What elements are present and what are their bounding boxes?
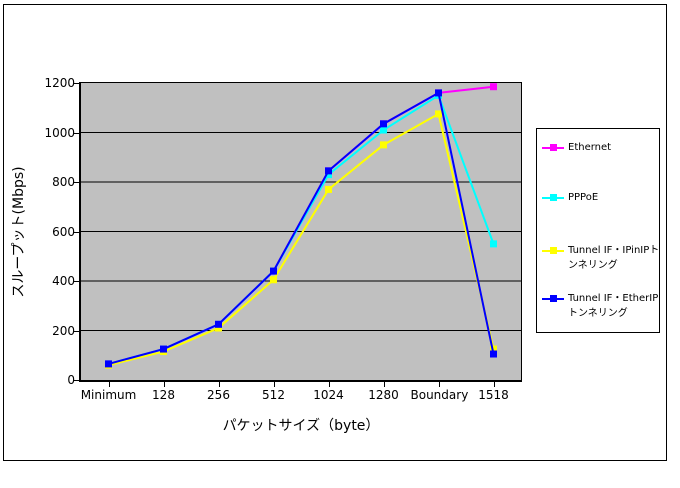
x-tick-mark [328,382,330,387]
x-tick-mark [438,382,440,387]
legend-marker-icon [542,291,564,306]
x-tick-label: 1280 [368,388,399,402]
data-point [435,110,442,118]
data-point [325,185,332,193]
legend-item: Tunnel IF・EtherIPトンネリング [542,291,660,321]
series-line-2 [108,112,495,367]
x-tick-label: Boundary [410,388,469,402]
legend-marker-icon [542,190,564,205]
legend-square-icon [550,295,557,302]
legend-marker-icon [542,140,564,155]
legend-label: Tunnel IF・EtherIPトンネリング [568,293,659,319]
data-point [270,267,277,275]
x-tick-label: 128 [152,388,175,402]
legend-square-icon [550,144,557,151]
x-tick-label: 1518 [478,388,509,402]
legend-item: Tunnel IF・IPinIPトンネリング [542,243,660,273]
data-point [270,276,277,284]
series-line-3 [108,91,495,365]
x-tick-mark [383,382,385,387]
y-tick-label: 1000 [44,125,75,140]
data-point [215,320,222,328]
y-tick-label: 600 [52,224,75,239]
x-tick-mark [163,382,165,387]
y-axis-title: スループット(Mbps) [11,166,27,298]
y-tick-mark [73,330,79,332]
data-point [160,345,167,353]
legend-square-icon [550,194,557,201]
legend-item: Ethernet [542,140,660,155]
series-line-1 [108,93,495,365]
y-tick-mark [73,182,79,183]
plot-area [79,82,522,382]
data-point [435,89,442,97]
legend-square-icon [550,247,557,254]
x-tick-mark [493,382,495,387]
data-point [325,167,332,175]
data-point [380,126,387,134]
legend-item: PPPoE [542,190,660,205]
data-point [490,83,497,91]
data-point [325,171,332,179]
data-point [490,345,497,353]
y-tick-mark [73,83,79,84]
legend-label: PPPoE [568,192,599,203]
legend-marker-icon [542,243,564,258]
y-tick-mark [73,281,79,282]
chart-frame: スループット(Mbps) パケットサイズ（byte） 0 200 400 600 800… [3,4,667,461]
x-tick-mark [273,382,275,387]
legend-label: Ethernet [568,142,612,153]
data-point [490,240,497,248]
y-tick-label: 0 [67,373,75,387]
series-line-0 [108,85,494,365]
legend-label: Tunnel IF・IPinIPトンネリング [568,245,660,271]
x-axis-title: パケットサイズ（byte） [222,418,380,434]
data-point [380,141,387,149]
data-point [380,120,387,128]
legend: Ethernet PPPoE Tunnel IF・IPinIPトンネリング Tunne… [536,128,660,333]
data-point [105,360,112,368]
x-tick-label: Minimum [80,388,137,402]
data-point [215,324,222,332]
x-tick-mark [218,382,220,387]
x-tick-label: 512 [262,388,285,402]
y-tick-label: 200 [52,323,75,338]
y-tick-label: 1200 [44,76,75,90]
data-point [490,350,497,358]
chart-canvas [81,83,521,369]
y-tick-label: 400 [52,274,75,288]
y-tick-label: 800 [52,175,75,189]
y-tick-mark [73,231,79,233]
y-tick-mark [73,380,79,381]
y-tick-mark [73,132,79,134]
x-tick-mark [108,382,110,387]
x-tick-label: 1024 [313,388,344,402]
x-tick-label: 256 [207,388,230,402]
